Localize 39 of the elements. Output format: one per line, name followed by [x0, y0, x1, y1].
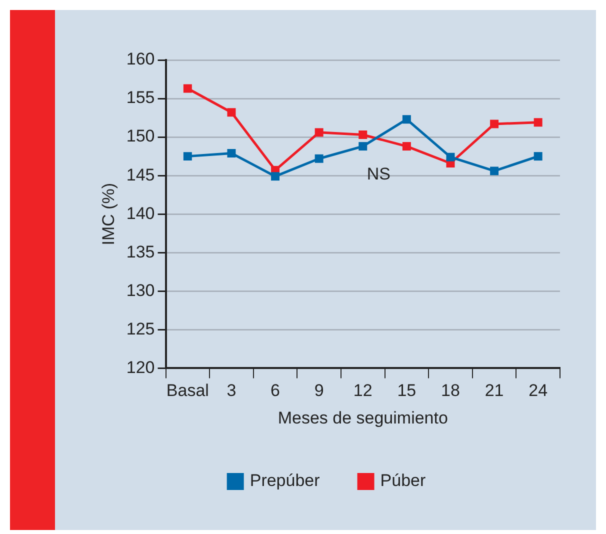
y-tick-label: 150: [126, 126, 155, 146]
y-tick-label: 155: [126, 88, 155, 108]
x-tick-label: Basal: [166, 381, 209, 400]
x-tick-label: 6: [270, 381, 280, 400]
point: [183, 84, 192, 93]
legend-label: Prepúber: [250, 471, 320, 490]
x-tick-label: 15: [397, 381, 416, 400]
point: [490, 120, 499, 128]
point: [183, 152, 192, 161]
point: [402, 115, 411, 124]
point: [271, 172, 280, 181]
x-tick-label: 18: [441, 381, 460, 400]
point: [402, 142, 411, 151]
x-tick-label: 3: [226, 381, 236, 400]
point: [358, 142, 368, 151]
point: [227, 148, 236, 158]
y-tick-label: 125: [126, 319, 155, 338]
x-tick-label: 12: [353, 381, 372, 400]
y-tick-label: 145: [126, 165, 155, 184]
y-axis-title: IMC (%): [98, 182, 118, 246]
point: [534, 118, 542, 127]
point: [490, 166, 499, 176]
point: [227, 108, 236, 117]
y-tick-label: 120: [126, 358, 155, 377]
x-tick-label: 24: [528, 381, 548, 400]
x-tick-label: 21: [484, 381, 504, 400]
y-tick-label: 135: [126, 242, 155, 262]
annotation: NS: [366, 164, 390, 184]
point: [358, 130, 368, 139]
y-tick-label: 140: [126, 204, 155, 223]
point: [314, 154, 324, 163]
y-tick-label: 130: [126, 280, 155, 300]
x-tick-label: 9: [314, 381, 324, 400]
point: [314, 128, 324, 137]
x-axis-title: Meses de seguimiento: [278, 408, 448, 428]
y-tick-label: 160: [126, 50, 155, 69]
point: [446, 152, 455, 162]
point: [534, 152, 542, 161]
legend-label: Púber: [380, 471, 426, 490]
